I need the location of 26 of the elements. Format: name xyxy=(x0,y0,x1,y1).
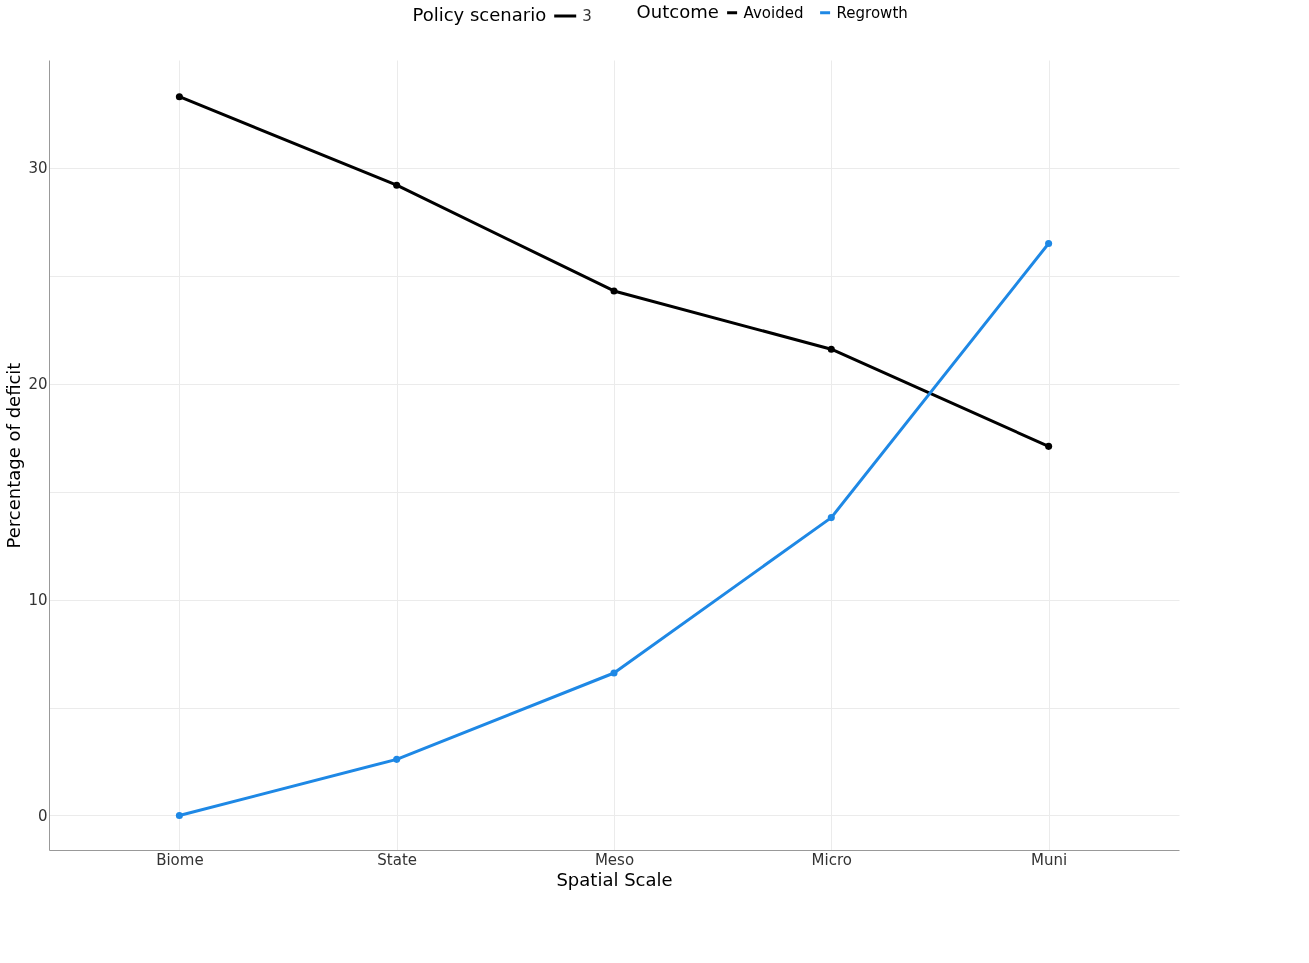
point xyxy=(1045,239,1053,247)
y-tick-label: 0 xyxy=(37,806,48,825)
x-tick-label: State xyxy=(377,850,418,869)
x-tick-label: Meso xyxy=(594,850,635,869)
legend-label: Regrowth xyxy=(836,3,908,22)
y-tick-label: 30 xyxy=(28,159,48,178)
x-tick-label: Biome xyxy=(156,850,204,869)
legend-title: Outcome xyxy=(636,1,719,22)
point xyxy=(393,755,401,763)
point xyxy=(393,181,401,189)
y-tick-label: 10 xyxy=(28,591,48,610)
legend-label: Avoided xyxy=(743,3,804,22)
text: Policy scenario xyxy=(412,4,547,25)
text: 3 xyxy=(582,7,592,25)
x-tick-label: Muni xyxy=(1031,850,1068,869)
point xyxy=(610,669,618,677)
y-tick-label: 20 xyxy=(28,375,48,394)
point xyxy=(827,514,835,522)
point xyxy=(827,345,835,353)
point xyxy=(610,287,618,295)
x-axis-title: Spatial Scale xyxy=(556,868,673,890)
point xyxy=(175,93,183,101)
x-tick-label: Micro xyxy=(811,850,852,869)
y-axis-title: Percentage of deficit xyxy=(3,362,25,549)
point xyxy=(1045,442,1053,450)
point xyxy=(175,811,183,819)
